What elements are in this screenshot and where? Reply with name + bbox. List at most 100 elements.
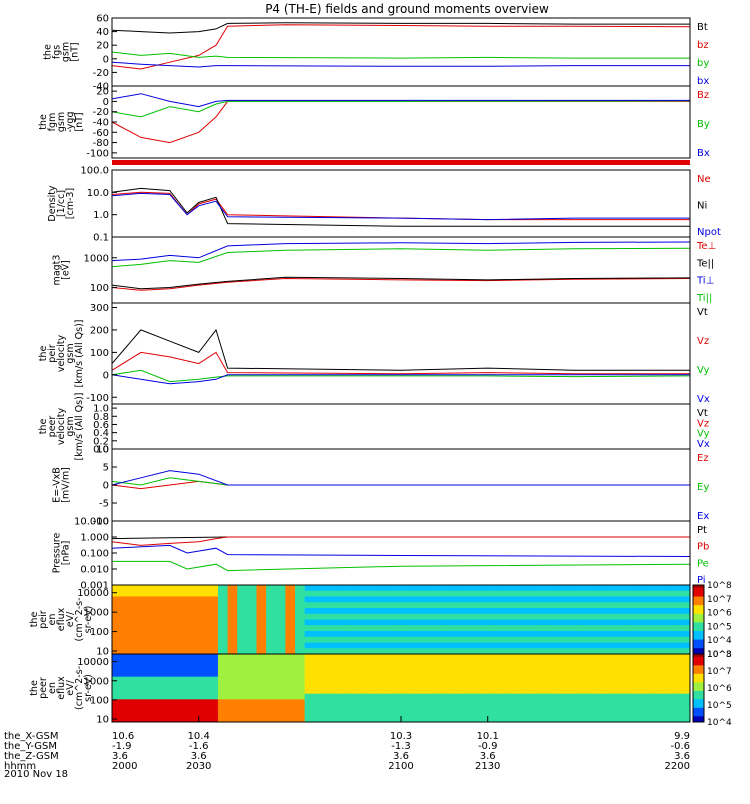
panel-peer_vel: 1.00.80.60.40.20.0thepeervelocitygsm[km/… — [38, 393, 710, 461]
heatmap-cell — [160, 659, 171, 666]
heatmap-cell — [198, 625, 209, 632]
series-line-efield-1 — [111, 477, 690, 486]
heatmap-cell — [449, 636, 460, 643]
heatmap-cell — [217, 642, 229, 649]
heatmap-cell — [266, 699, 277, 706]
heatmap-cell — [670, 705, 681, 712]
series-line-peir_vel-2 — [111, 369, 691, 383]
heatmap-cell — [343, 602, 354, 609]
heatmap-cell — [429, 590, 441, 597]
heatmap-cell — [314, 590, 325, 597]
heatmap-cell — [169, 585, 180, 592]
heatmap-cell — [410, 710, 421, 717]
heatmap-cell — [622, 590, 633, 597]
heatmap-cell — [410, 648, 421, 655]
legend-entry: Ni — [697, 201, 707, 212]
heatmap-cell — [439, 676, 450, 683]
heatmap-cell — [468, 682, 479, 689]
heatmap-cell — [612, 613, 624, 620]
heatmap-cell — [641, 710, 652, 717]
heatmap-cell — [208, 642, 219, 649]
heatmap-cell — [632, 585, 643, 592]
heatmap-cell — [439, 716, 450, 723]
heatmap-cell — [198, 659, 209, 666]
heatmap-cell — [632, 631, 643, 638]
panel-peir_eflux: 10^310^410^510^610^710^810000100010010th… — [29, 581, 732, 660]
heatmap-cell — [584, 619, 595, 626]
heatmap-cell — [169, 648, 180, 655]
heatmap-cell — [285, 654, 296, 661]
heatmap-cell — [391, 631, 402, 638]
heatmap-cell — [603, 608, 614, 615]
heatmap-cell — [680, 636, 691, 643]
heatmap-cell — [439, 613, 450, 620]
heatmap-cell — [651, 648, 662, 655]
series-line-fgs-0 — [111, 22, 690, 34]
heatmap-cell — [333, 710, 344, 717]
heatmap-cell — [651, 619, 662, 626]
heatmap-cell — [256, 716, 267, 723]
heatmap-cell — [497, 619, 508, 626]
heatmap-cell — [131, 596, 142, 603]
heatmap-cell — [420, 654, 431, 661]
heatmap-cell — [391, 710, 402, 717]
heatmap-cell — [439, 619, 450, 626]
heatmap-cell — [189, 676, 200, 683]
heatmap-cell — [612, 636, 624, 643]
heatmap-cell — [150, 710, 161, 717]
heatmap-cell — [593, 665, 604, 672]
colorbar-step — [693, 585, 704, 589]
heatmap-cell — [160, 688, 171, 695]
series-line-fgm-0 — [111, 100, 690, 144]
heatmap-cell — [468, 716, 479, 723]
heatmap-cell — [410, 636, 421, 643]
heatmap-cell — [506, 596, 518, 603]
heatmap-cell — [420, 676, 431, 683]
heatmap-cell — [179, 619, 190, 626]
heatmap-cell — [160, 682, 171, 689]
legend-entry: Ti|| — [696, 293, 712, 304]
heatmap-cell — [603, 636, 614, 643]
heatmap-cell — [564, 688, 575, 695]
heatmap-cell — [449, 693, 460, 700]
heatmap-cell — [468, 671, 479, 678]
heatmap-cell — [584, 682, 595, 689]
heatmap-cell — [160, 602, 171, 609]
heatmap-cell — [169, 631, 180, 638]
series-line-peir_vel-0 — [111, 328, 690, 371]
heatmap-cell — [661, 631, 672, 638]
heatmap-cell — [323, 676, 335, 683]
heatmap-cell — [478, 665, 489, 672]
heatmap-cell — [506, 619, 518, 626]
heatmap-cell — [343, 693, 354, 700]
heatmap-cell — [266, 631, 277, 638]
heatmap-cell — [429, 631, 441, 638]
heatmap-cell — [189, 699, 200, 706]
heatmap-cell — [140, 608, 152, 615]
series-line-temp-2 — [111, 241, 691, 262]
heatmap-cell — [516, 613, 527, 620]
heatmap-cell — [343, 665, 354, 672]
heatmap-cell — [112, 699, 123, 706]
heatmap-cell — [121, 602, 132, 609]
heatmap-cell — [372, 710, 383, 717]
heatmap-cell — [237, 676, 248, 683]
heatmap-cell — [333, 631, 344, 638]
heatmap-cell — [420, 659, 431, 666]
heatmap-cell — [150, 705, 161, 712]
heatmap-cell — [478, 688, 489, 695]
heatmap-cell — [497, 665, 508, 672]
heatmap-cell — [169, 710, 180, 717]
heatmap-cell — [670, 631, 681, 638]
heatmap-cell — [391, 585, 402, 592]
heatmap-cell — [487, 682, 498, 689]
heatmap-cell — [246, 619, 257, 626]
heatmap-cell — [140, 625, 152, 632]
x-tick-label: 3.6 — [674, 751, 690, 762]
heatmap-cell — [237, 716, 248, 723]
heatmap-cell — [275, 676, 286, 683]
heatmap-cell — [429, 676, 441, 683]
heatmap-cell — [564, 590, 575, 597]
y-tick-label: 40 — [96, 27, 109, 38]
